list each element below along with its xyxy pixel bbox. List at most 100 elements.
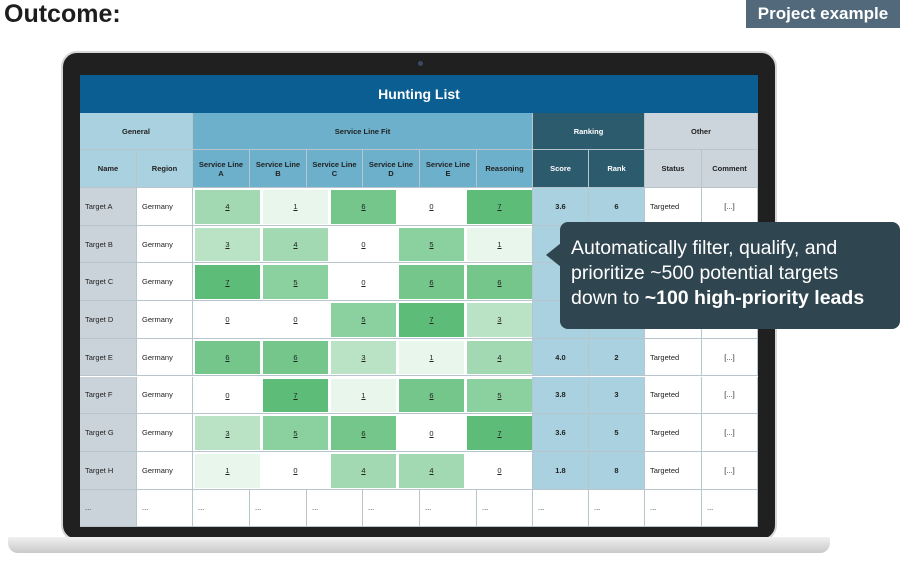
callout-arrow xyxy=(546,243,561,267)
column-header: Reasoning xyxy=(477,150,533,188)
score-cell: 5 xyxy=(399,227,464,262)
group-header: General xyxy=(80,113,193,150)
camera xyxy=(418,61,423,66)
last-row-cell: ... xyxy=(645,489,702,527)
score-cell: 5 xyxy=(263,265,328,300)
score-cell: 0 xyxy=(467,453,532,488)
row-name: Target D xyxy=(80,301,137,339)
row-name: Target C xyxy=(80,263,137,302)
score-cell: 7 xyxy=(467,416,532,450)
column-header: Region xyxy=(137,150,193,188)
last-row-cell: ... xyxy=(363,489,420,527)
column-header: Service Line B xyxy=(250,150,307,188)
score-cell: 4 xyxy=(195,190,260,224)
status: Targeted xyxy=(645,376,702,415)
row-region: Germany xyxy=(137,301,193,339)
row-region: Germany xyxy=(137,188,193,226)
score-cell: 0 xyxy=(195,378,260,413)
score-cell: 4 xyxy=(263,227,328,262)
last-row-cell: ... xyxy=(702,489,758,527)
column-header: Rank xyxy=(589,150,645,188)
callout: Automatically filter, qualify, and prior… xyxy=(560,222,900,329)
group-header: Ranking xyxy=(533,113,645,150)
row-region: Germany xyxy=(137,451,193,490)
score-cell: 0 xyxy=(331,227,396,262)
last-row-cell: ... xyxy=(80,489,137,527)
score-cell: 5 xyxy=(467,378,532,413)
column-header: Status xyxy=(645,150,702,188)
last-row-cell: ... xyxy=(477,489,533,527)
row-name: Target E xyxy=(80,338,137,377)
row-region: Germany xyxy=(137,263,193,302)
column-header: Service Line E xyxy=(420,150,477,188)
row-region: Germany xyxy=(137,376,193,415)
laptop-base xyxy=(8,537,830,553)
score: 3.6 xyxy=(533,188,589,226)
score-cell: 3 xyxy=(331,340,396,375)
row-region: Germany xyxy=(137,225,193,264)
score-cell: 4 xyxy=(467,340,532,375)
last-row-cell: ... xyxy=(307,489,363,527)
column-header: Score xyxy=(533,150,589,188)
score-cell: 0 xyxy=(399,416,464,450)
rank: 3 xyxy=(589,376,645,415)
row-region: Germany xyxy=(137,414,193,452)
badge: Project example xyxy=(746,0,900,28)
score-cell: 6 xyxy=(195,340,260,375)
column-header: Name xyxy=(80,150,137,188)
rank: 5 xyxy=(589,414,645,452)
score: 3.8 xyxy=(533,376,589,415)
table-title: Hunting List xyxy=(80,75,758,113)
last-row-cell: ... xyxy=(193,489,250,527)
screen: Hunting List General Service Line Fit Ranki… xyxy=(80,75,758,527)
score-cell: 6 xyxy=(331,190,396,224)
row-name: Target H xyxy=(80,451,137,490)
row-name: Target A xyxy=(80,188,137,226)
callout-text: Automatically filter, qualify, and prior… xyxy=(571,237,839,309)
score-cell: 3 xyxy=(195,416,260,450)
comment: [...] xyxy=(702,188,758,226)
rank: 8 xyxy=(589,451,645,490)
score-cell: 5 xyxy=(331,303,396,337)
row-name: Target B xyxy=(80,225,137,264)
column-header: Comment xyxy=(702,150,758,188)
score-cell: 1 xyxy=(467,227,532,262)
status: Targeted xyxy=(645,451,702,490)
row-name: Target F xyxy=(80,376,137,415)
rank: 2 xyxy=(589,338,645,377)
rank: 6 xyxy=(589,188,645,226)
status: Targeted xyxy=(645,414,702,452)
score-cell: 3 xyxy=(195,227,260,262)
score-cell: 1 xyxy=(263,190,328,224)
score-cell: 7 xyxy=(195,265,260,300)
page-title: Outcome: xyxy=(4,0,121,28)
comment: [...] xyxy=(702,376,758,415)
column-header: Service Line D xyxy=(363,150,420,188)
last-row-cell: ... xyxy=(250,489,307,527)
last-row-cell: ... xyxy=(589,489,645,527)
callout-emphasis: ~100 high-priority leads xyxy=(644,287,865,309)
column-header: Service Line A xyxy=(193,150,250,188)
score-cell: 6 xyxy=(399,378,464,413)
group-header: Service Line Fit xyxy=(193,113,533,150)
comment: [...] xyxy=(702,338,758,377)
comment: [...] xyxy=(702,414,758,452)
score-cell: 1 xyxy=(195,453,260,488)
score: 4.0 xyxy=(533,338,589,377)
column-header: Service Line C xyxy=(307,150,363,188)
row-name: Target G xyxy=(80,414,137,452)
score-cell: 0 xyxy=(263,453,328,488)
score-cell: 4 xyxy=(399,453,464,488)
score-cell: 0 xyxy=(399,190,464,224)
score: 3.6 xyxy=(533,414,589,452)
score-cell: 7 xyxy=(399,303,464,337)
score-cell: 6 xyxy=(331,416,396,450)
last-row-cell: ... xyxy=(137,489,193,527)
score: 1.8 xyxy=(533,451,589,490)
last-row-cell: ... xyxy=(533,489,589,527)
score-cell: 6 xyxy=(263,340,328,375)
status: Targeted xyxy=(645,338,702,377)
comment: [...] xyxy=(702,451,758,490)
score-cell: 0 xyxy=(331,265,396,300)
